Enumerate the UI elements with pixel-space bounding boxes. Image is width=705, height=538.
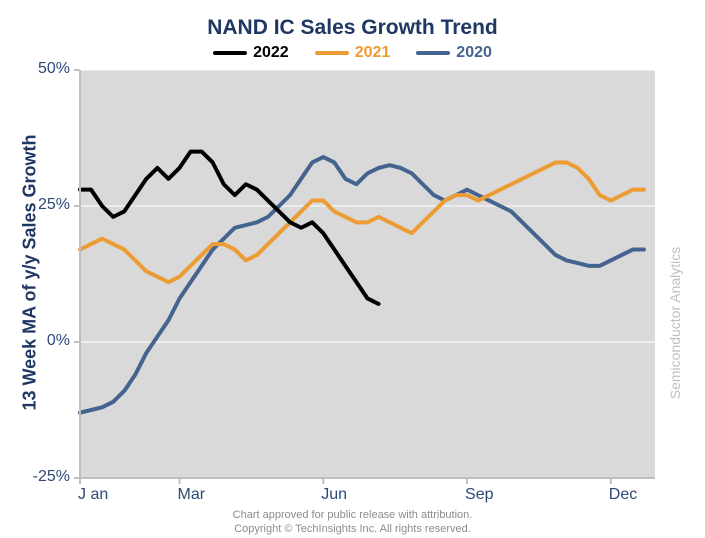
- y-tick-label: 0%: [47, 332, 70, 350]
- legend-label: 2020: [456, 44, 492, 62]
- legend-swatch: [416, 51, 450, 55]
- plot-area: [0, 0, 705, 538]
- x-tick-label: Mar: [178, 486, 206, 504]
- x-tick-label: Sep: [465, 486, 493, 504]
- legend-swatch: [213, 51, 247, 55]
- x-tick-label: Jun: [321, 486, 347, 504]
- y-tick-label: -25%: [33, 468, 70, 486]
- legend-label: 2022: [253, 44, 289, 62]
- legend-label: 2021: [355, 44, 391, 62]
- y-tick-label: 50%: [38, 60, 70, 78]
- attribution-line2: Copyright © TechInsights Inc. All rights…: [0, 522, 705, 536]
- chart-container: NAND IC Sales Growth Trend 13 Week MA of…: [0, 0, 705, 538]
- x-tick-label: J an: [78, 486, 108, 504]
- legend-item-2022: 2022: [213, 44, 289, 62]
- attribution-line1: Chart approved for public release with a…: [0, 508, 705, 522]
- legend-swatch: [315, 51, 349, 55]
- legend: 2022 2021 2020: [0, 44, 705, 62]
- legend-item-2021: 2021: [315, 44, 391, 62]
- attribution: Chart approved for public release with a…: [0, 508, 705, 537]
- legend-item-2020: 2020: [416, 44, 492, 62]
- y-tick-label: 25%: [38, 196, 70, 214]
- x-tick-label: Dec: [609, 486, 637, 504]
